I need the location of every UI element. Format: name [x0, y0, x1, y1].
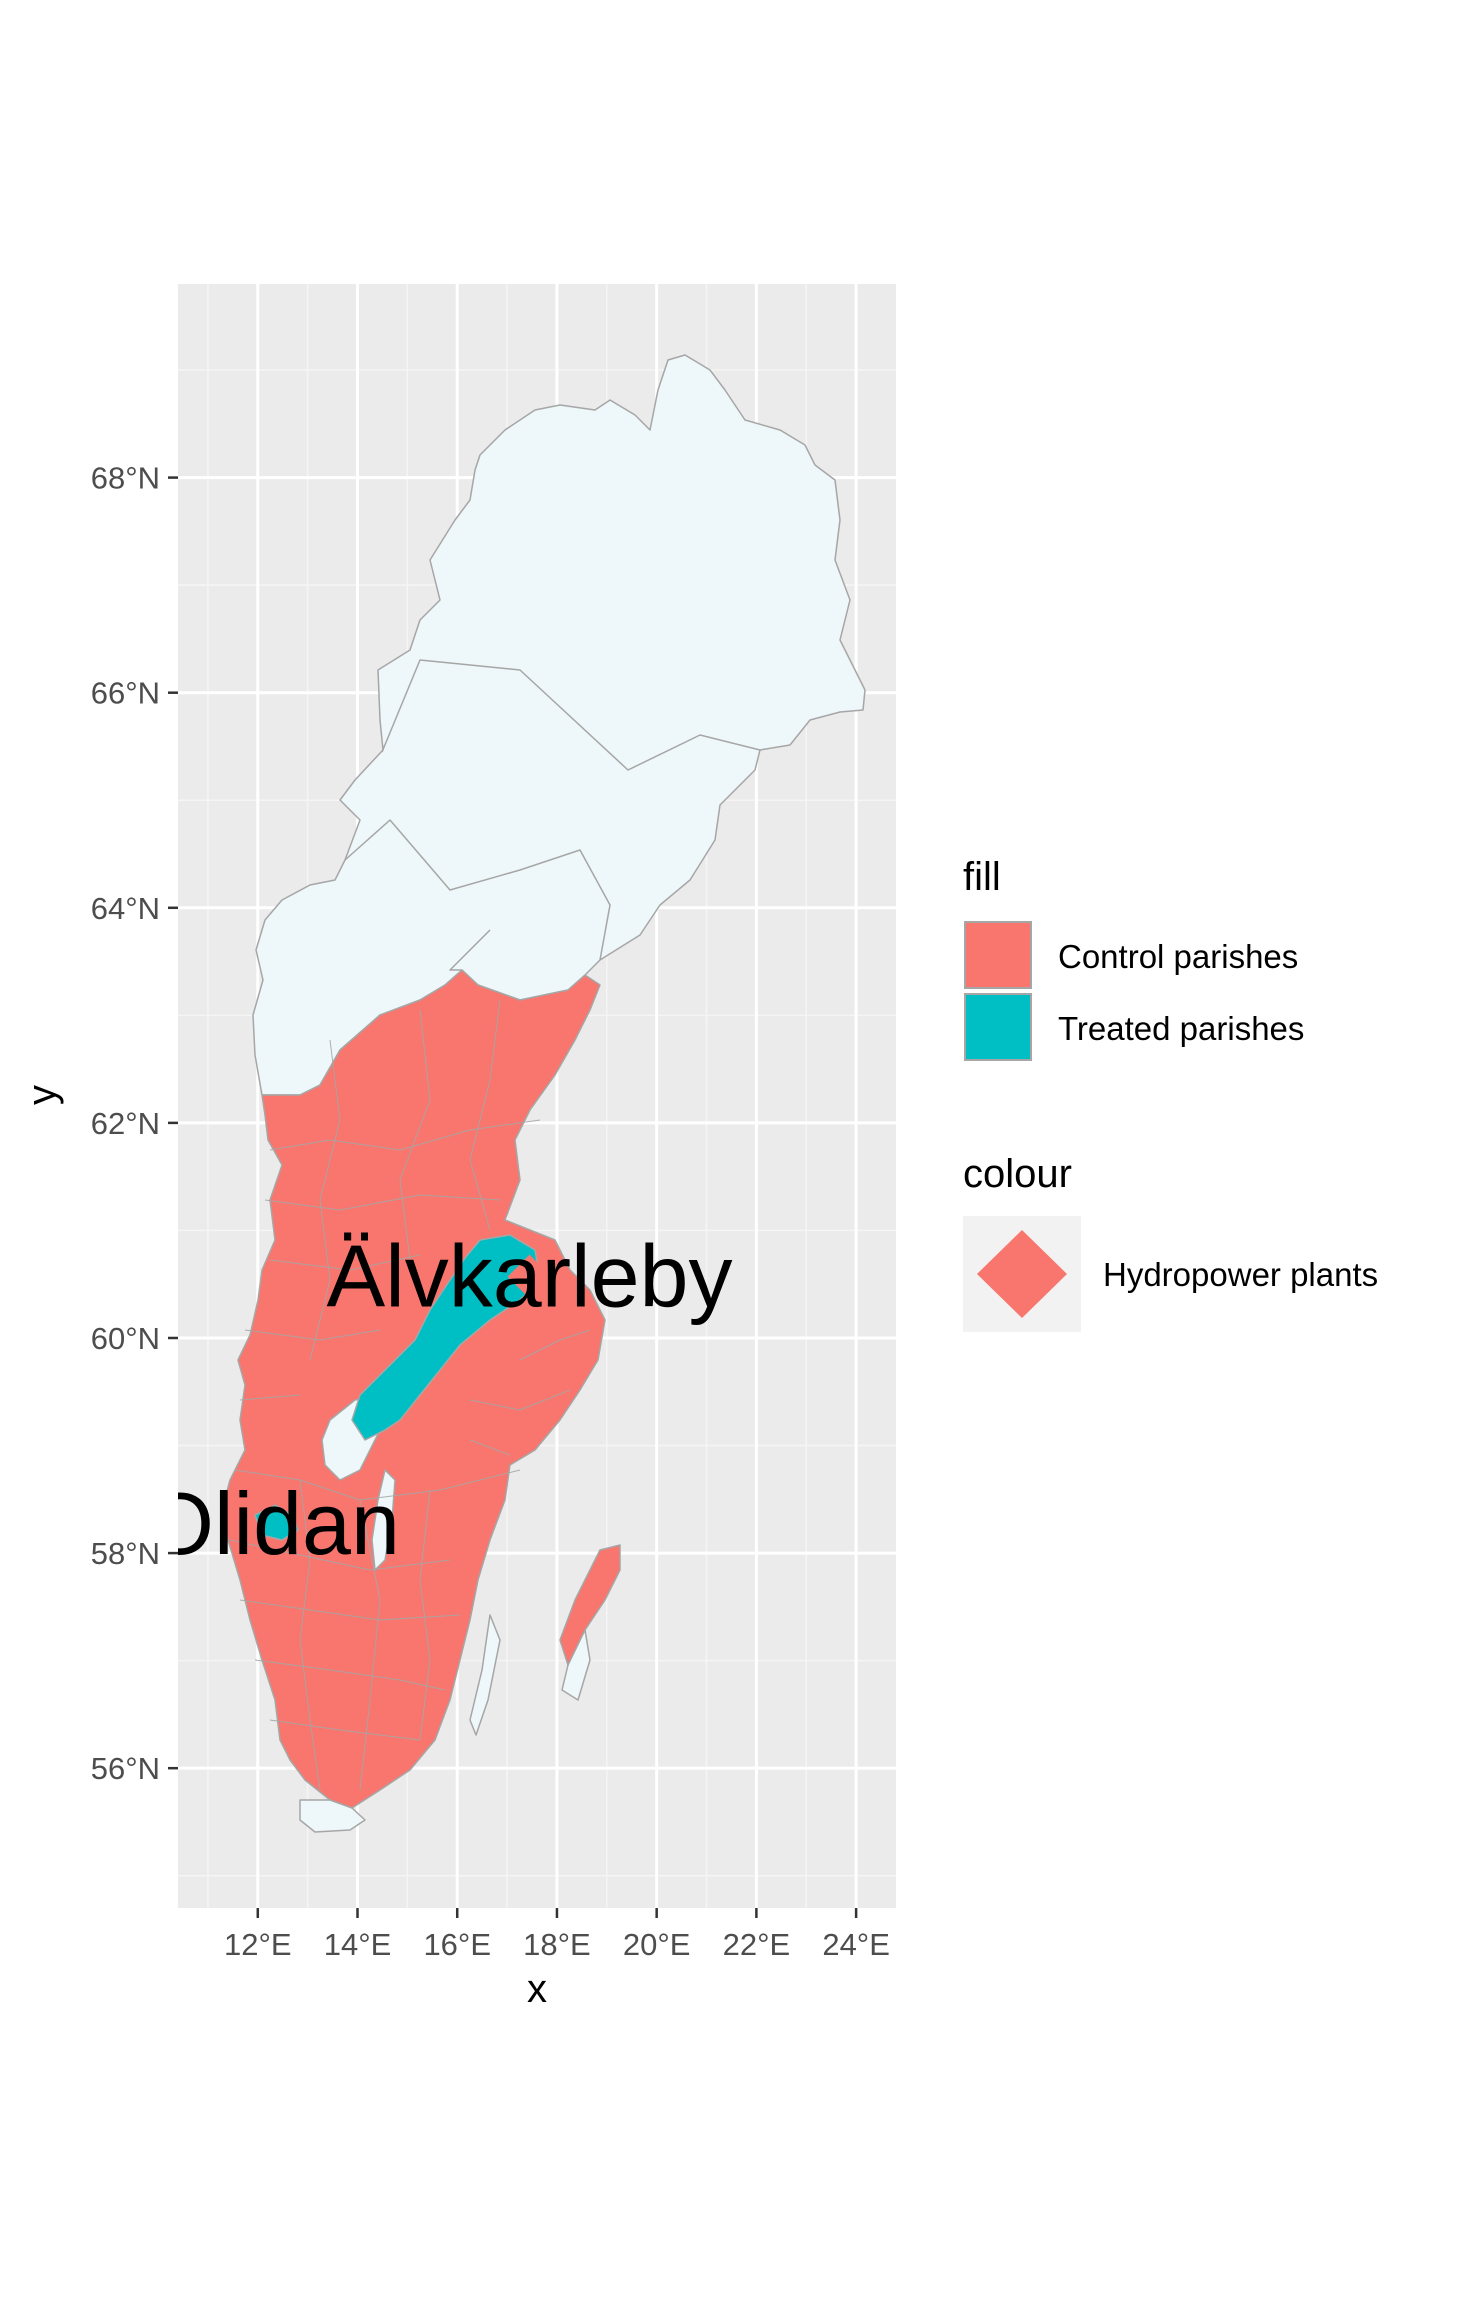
x-tick-label: 22°E — [723, 1927, 791, 1962]
island-gotland-south — [561, 1629, 591, 1701]
x-tick-label: 20°E — [623, 1927, 691, 1962]
legend-key-plant-diamond — [977, 1230, 1067, 1318]
y-tick-label: 62°N — [91, 1106, 160, 1141]
y-tick-label: 60°N — [91, 1321, 160, 1356]
y-axis-title: y — [20, 1085, 64, 1105]
y-tick-label: 58°N — [91, 1536, 160, 1571]
region-north — [252, 354, 866, 1096]
region-skane-tip — [299, 1799, 366, 1833]
y-tick-label: 64°N — [91, 891, 160, 926]
island-oland — [469, 1614, 501, 1736]
legend: fill Control parishes Treated parishes c… — [963, 855, 1378, 1332]
legend-label-treated: Treated parishes — [1058, 1010, 1304, 1047]
y-tick-label: 56°N — [91, 1751, 160, 1786]
x-tick-label: 18°E — [523, 1927, 591, 1962]
region-north-border-2 — [344, 819, 611, 961]
legend-colour-title: colour — [963, 1152, 1072, 1196]
x-axis-title: x — [527, 1967, 547, 2011]
legend-fill-title: fill — [963, 855, 1001, 899]
lake-vattern — [371, 1469, 396, 1571]
y-tick-label: 68°N — [91, 461, 160, 496]
x-axis-ticks: 12°E 14°E 16°E 18°E 20°E 22°E 24°E — [224, 1908, 890, 1962]
region-treated-west — [254, 1504, 299, 1541]
x-tick-label: 24°E — [822, 1927, 890, 1962]
region-north-border-1 — [381, 659, 761, 771]
place-labels: Älvkarleby Olidan — [146, 1227, 733, 1573]
x-tick-label: 12°E — [224, 1927, 292, 1962]
x-tick-label: 16°E — [423, 1927, 491, 1962]
place-label: Älvkarleby — [327, 1227, 733, 1326]
y-tick-label: 66°N — [91, 676, 160, 711]
hydropower-plant-marker — [507, 1254, 552, 1299]
y-axis-ticks: 56°N 58°N 60°N 62°N 64°N 66°N 68°N — [91, 461, 178, 1786]
legend-label-plant: Hydropower plants — [1103, 1256, 1378, 1293]
region-north-border-3 — [449, 929, 491, 971]
hydropower-plant-markers — [507, 1254, 552, 1299]
x-tick-label: 14°E — [324, 1927, 392, 1962]
legend-key-treated — [964, 993, 1032, 1061]
legend-key-control — [964, 921, 1032, 989]
legend-label-control: Control parishes — [1058, 938, 1298, 975]
map-regions — [221, 354, 866, 1833]
parish-borders — [229, 999, 591, 1791]
place-label: Olidan — [146, 1474, 400, 1573]
